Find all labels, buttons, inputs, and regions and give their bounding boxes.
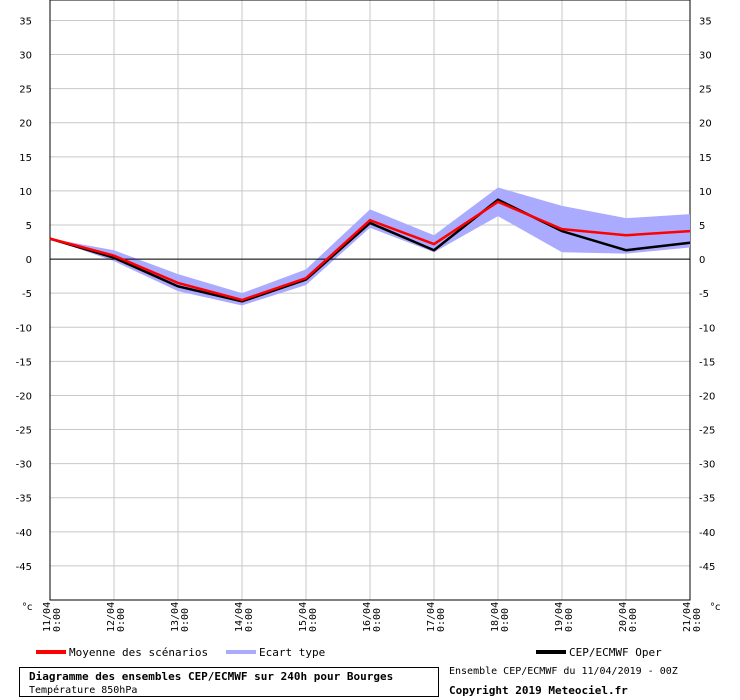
y-tick-label-left: -25 xyxy=(16,426,32,437)
x-tick-date: 20/04 xyxy=(618,602,629,632)
y-tick-label-left: 15 xyxy=(19,153,32,164)
x-tick: 17/04 0:00 xyxy=(426,602,447,632)
x-tick-date: 16/04 xyxy=(362,602,373,632)
x-tick-date: 15/04 xyxy=(298,602,309,632)
run-info: Ensemble CEP/ECMWF du 11/04/2019 - 00Z xyxy=(449,666,678,677)
chart-title: Diagramme des ensembles CEP/ECMWF sur 24… xyxy=(29,670,394,683)
unit-label-left: °c xyxy=(22,602,33,613)
y-tick-label-right: 30 xyxy=(699,51,712,62)
legend-label-mean: Moyenne des scénarios xyxy=(69,646,208,659)
legend-swatch-spread xyxy=(226,650,256,654)
y-tick-label-right: -20 xyxy=(699,391,715,402)
unit-label-right: °c xyxy=(710,602,721,613)
y-tick-label-right: -25 xyxy=(699,426,715,437)
y-tick-label-right: -15 xyxy=(699,357,715,368)
x-tick-date: 13/04 xyxy=(170,602,181,632)
y-tick-label-right: -30 xyxy=(699,460,715,471)
x-tick: 20/04 0:00 xyxy=(618,602,639,632)
y-tick-label-left: -35 xyxy=(16,494,32,505)
y-tick-label-left: 35 xyxy=(19,16,32,27)
y-tick-label-right: -40 xyxy=(699,528,715,539)
x-tick-date: 11/04 xyxy=(42,602,53,632)
y-tick-label-left: -45 xyxy=(16,562,32,573)
y-tick-label-right: -5 xyxy=(699,289,709,300)
y-tick-label-left: 5 xyxy=(26,221,32,232)
x-tick-date: 21/04 xyxy=(682,602,693,632)
y-tick-label-left: 30 xyxy=(19,51,32,62)
x-tick-time: 0:00 xyxy=(52,608,63,632)
legend-label-oper: CEP/ECMWF Oper xyxy=(569,646,662,659)
x-tick: 14/04 0:00 xyxy=(234,602,255,632)
y-tick-label-left: -15 xyxy=(16,357,32,368)
legend-swatch-mean xyxy=(36,650,66,654)
y-tick-label-left: -5 xyxy=(22,289,32,300)
y-tick-label-left: 10 xyxy=(19,187,32,198)
y-tick-label-right: -35 xyxy=(699,494,715,505)
legend-swatch-oper xyxy=(536,650,566,654)
x-tick-time: 0:00 xyxy=(628,608,639,632)
x-tick-date: 12/04 xyxy=(106,602,117,632)
y-tick-label-left: 25 xyxy=(19,85,32,96)
y-tick-label-right: -10 xyxy=(699,323,715,334)
y-tick-label-right: 15 xyxy=(699,153,712,164)
x-tick-time: 0:00 xyxy=(692,608,703,632)
x-tick-time: 0:00 xyxy=(244,608,255,632)
y-tick-label-right: 5 xyxy=(699,221,705,232)
x-tick-date: 17/04 xyxy=(426,602,437,632)
series-lines xyxy=(49,198,691,303)
spread-area xyxy=(50,187,690,306)
chart-subtitle: Température 850hPa xyxy=(29,685,138,696)
x-tick-date: 19/04 xyxy=(554,602,565,632)
x-tick: 19/04 0:00 xyxy=(554,602,575,632)
x-tick: 13/04 0:00 xyxy=(170,602,191,632)
x-tick-time: 0:00 xyxy=(436,608,447,632)
x-tick-time: 0:00 xyxy=(500,608,511,632)
chart-title-box: Diagramme des ensembles CEP/ECMWF sur 24… xyxy=(19,667,439,697)
spread-band xyxy=(50,187,690,306)
y-tick-label-left: 0 xyxy=(26,255,32,266)
x-tick-time: 0:00 xyxy=(372,608,383,632)
x-tick-date: 18/04 xyxy=(490,602,501,632)
x-tick-time: 0:00 xyxy=(564,608,575,632)
y-tick-label-right: 35 xyxy=(699,16,712,27)
y-tick-label-left: -30 xyxy=(16,460,32,471)
x-tick: 16/04 0:00 xyxy=(362,602,383,632)
y-axis-left: 35 30 25 20 15 10 5 0 -5 -10 -15 -20 -25 -30 -35 -40 -45 xyxy=(16,16,32,572)
x-tick: 21/04 0:00 xyxy=(682,602,703,632)
grid xyxy=(49,0,691,601)
x-tick-date: 14/04 xyxy=(234,602,245,632)
y-tick-label-left: -20 xyxy=(16,391,32,402)
y-tick-label-right: 20 xyxy=(699,119,712,130)
x-tick: 11/04 0:00 xyxy=(42,602,63,632)
legend: Moyenne des scénarios Ecart type CEP/ECM… xyxy=(36,646,662,659)
x-tick-time: 0:00 xyxy=(180,608,191,632)
x-tick: 15/04 0:00 xyxy=(298,602,319,632)
y-tick-label-right: -45 xyxy=(699,562,715,573)
y-tick-label-left: -40 xyxy=(16,528,32,539)
y-tick-label-right: 10 xyxy=(699,187,712,198)
y-tick-label-right: 0 xyxy=(699,255,705,266)
x-axis: 11/04 0:00 12/04 0:00 13/04 0:00 14/04 0:00 15/0… xyxy=(42,602,703,632)
y-tick-label-left: -10 xyxy=(16,323,32,334)
legend-label-spread: Ecart type xyxy=(259,646,325,659)
x-tick-time: 0:00 xyxy=(116,608,127,632)
x-tick: 12/04 0:00 xyxy=(106,602,127,632)
y-tick-label-left: 20 xyxy=(19,119,32,130)
x-tick: 18/04 0:00 xyxy=(490,602,511,632)
copyright: Copyright 2019 Meteociel.fr xyxy=(449,684,628,697)
plot-border xyxy=(49,0,691,601)
x-tick-time: 0:00 xyxy=(308,608,319,632)
y-tick-label-right: 25 xyxy=(699,85,712,96)
y-axis-right: 35 30 25 20 15 10 5 0 -5 -10 -15 -20 -25 -30 -35 -40 -45 xyxy=(699,16,715,572)
